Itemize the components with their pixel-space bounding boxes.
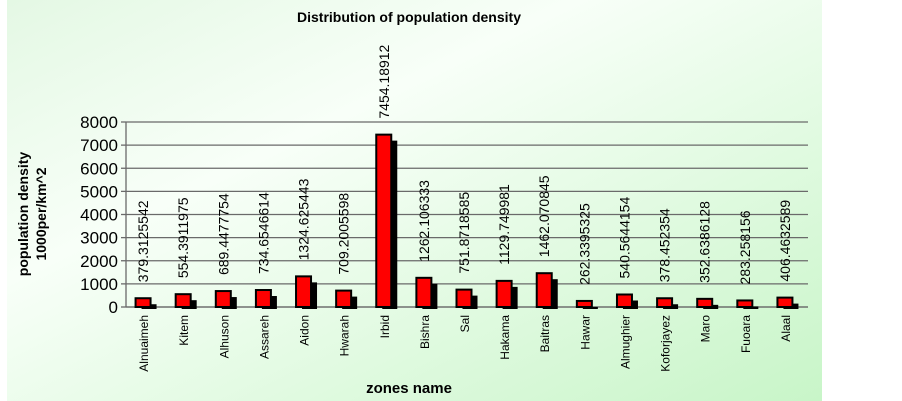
bar — [495, 279, 513, 309]
y-tick-label: 5000 — [80, 182, 118, 201]
data-label: 352.6386128 — [697, 201, 713, 283]
y-tick-label: 7000 — [80, 136, 118, 155]
data-label: 734.6546614 — [255, 192, 271, 274]
y-axis-label-line1: population density — [15, 152, 31, 277]
x-tick-label: Alhuson — [217, 315, 231, 358]
y-tick-label: 8000 — [80, 113, 118, 132]
bar — [335, 289, 353, 308]
data-label: 379.3125542 — [135, 200, 151, 282]
x-tick-label: Alaal — [779, 315, 793, 342]
x-tick-label: Sal — [458, 315, 472, 332]
y-tick-label: 6000 — [80, 159, 118, 178]
y-tick-label: 4000 — [80, 206, 118, 225]
x-tick-label: Bishra — [418, 315, 432, 349]
x-axis-label: zones name — [366, 380, 452, 397]
bar — [254, 289, 272, 308]
bar — [295, 275, 313, 309]
x-tick-label: Maro — [699, 315, 713, 343]
bar — [615, 293, 633, 309]
data-label: 709.2005598 — [336, 193, 352, 275]
bar — [174, 293, 192, 309]
y-tick-label: 0 — [109, 298, 118, 317]
bar — [455, 288, 473, 309]
data-label: 378.452354 — [657, 208, 673, 282]
bar — [415, 276, 433, 308]
data-label: 1262.106333 — [416, 180, 432, 262]
x-tick-label: Kitem — [177, 315, 191, 346]
data-label: 262.3395325 — [576, 203, 592, 285]
chart-title: Distribution of population density — [297, 9, 521, 25]
x-tick-label: Alnuaimeh — [137, 315, 151, 372]
data-label: 540.5644154 — [616, 197, 632, 279]
bar — [375, 133, 393, 308]
x-tick-label: Koforjayez — [659, 315, 673, 372]
data-label: 1129.749981 — [496, 184, 512, 265]
data-label: 1462.070845 — [536, 175, 552, 257]
bar — [134, 297, 152, 308]
bar — [535, 272, 553, 308]
data-label: 689.4477754 — [215, 193, 231, 275]
chart-background — [7, 0, 822, 401]
bar — [736, 299, 754, 308]
x-tick-label: Irbid — [378, 315, 392, 338]
y-axis-label-line2: 1000per/km^2 — [33, 167, 49, 260]
x-tick-label: Aidon — [298, 315, 312, 346]
y-tick-label: 2000 — [80, 252, 118, 271]
data-label: 283.258156 — [737, 210, 753, 284]
x-tick-label: Baitras — [538, 315, 552, 352]
y-tick-label: 3000 — [80, 229, 118, 248]
data-label: 751.8718585 — [456, 192, 472, 274]
data-label: 406.4632589 — [777, 200, 793, 282]
data-label: 7454.18912 — [376, 44, 392, 118]
x-tick-label: Hawar — [578, 315, 592, 350]
bar — [575, 299, 593, 309]
x-tick-label: Hakama — [498, 315, 512, 360]
data-label: 554.3911975 — [175, 197, 191, 278]
x-tick-label: Hwarah — [338, 315, 352, 356]
y-tick-label: 1000 — [80, 275, 118, 294]
data-label: 1324.625443 — [296, 178, 312, 260]
bar — [776, 296, 794, 308]
bar — [656, 297, 674, 309]
x-tick-label: Assareh — [257, 315, 271, 359]
x-tick-label: Fuoara — [739, 315, 753, 353]
bar — [696, 297, 714, 309]
x-tick-label: Almughier — [618, 315, 632, 369]
bar — [214, 290, 232, 308]
